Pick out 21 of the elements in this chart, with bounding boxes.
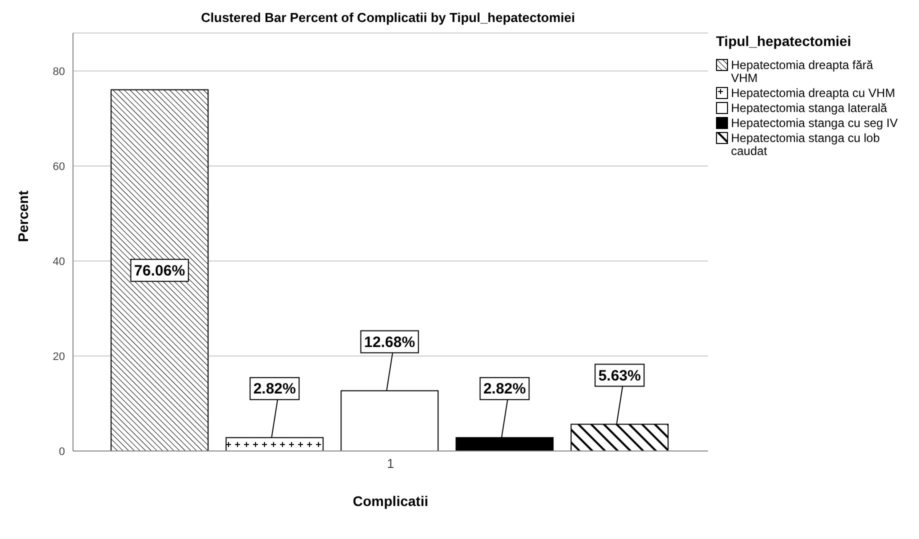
data-label: 76.06% <box>134 262 186 280</box>
y-axis-title: Percent <box>14 190 31 242</box>
x-tick-label: 1 <box>386 456 394 472</box>
legend-label: Hepatectomia dreapta cu VHM <box>731 86 896 100</box>
data-label: 5.63% <box>598 367 641 384</box>
data-label: 12.68% <box>364 334 416 351</box>
y-tick-label: 0 <box>58 446 65 458</box>
y-tick-label: 40 <box>52 256 65 268</box>
y-tick-label: 20 <box>52 350 65 363</box>
bar <box>110 89 209 451</box>
y-tick-label: 80 <box>52 66 65 78</box>
legend-label: Hepatectomia stanga cu lob caudat <box>731 131 881 158</box>
x-axis-title: Complicatii <box>352 493 428 509</box>
y-tick-label: 60 <box>52 160 65 173</box>
data-label: 2.82% <box>253 380 296 398</box>
legend-label: Hepatectomia stanga cu seg IV <box>731 116 898 130</box>
chart-title: Clustered Bar Percent of Complicatii by Tipul_hepatectomiei <box>200 10 576 25</box>
legend-title: Tipul_hepatectomiei <box>716 33 852 49</box>
legend-label: Hepatectomia dreapta fără VHM <box>731 58 874 85</box>
legend-label: Hepatectomia stanga laterală <box>731 101 888 115</box>
data-label: 2.82% <box>483 380 526 398</box>
